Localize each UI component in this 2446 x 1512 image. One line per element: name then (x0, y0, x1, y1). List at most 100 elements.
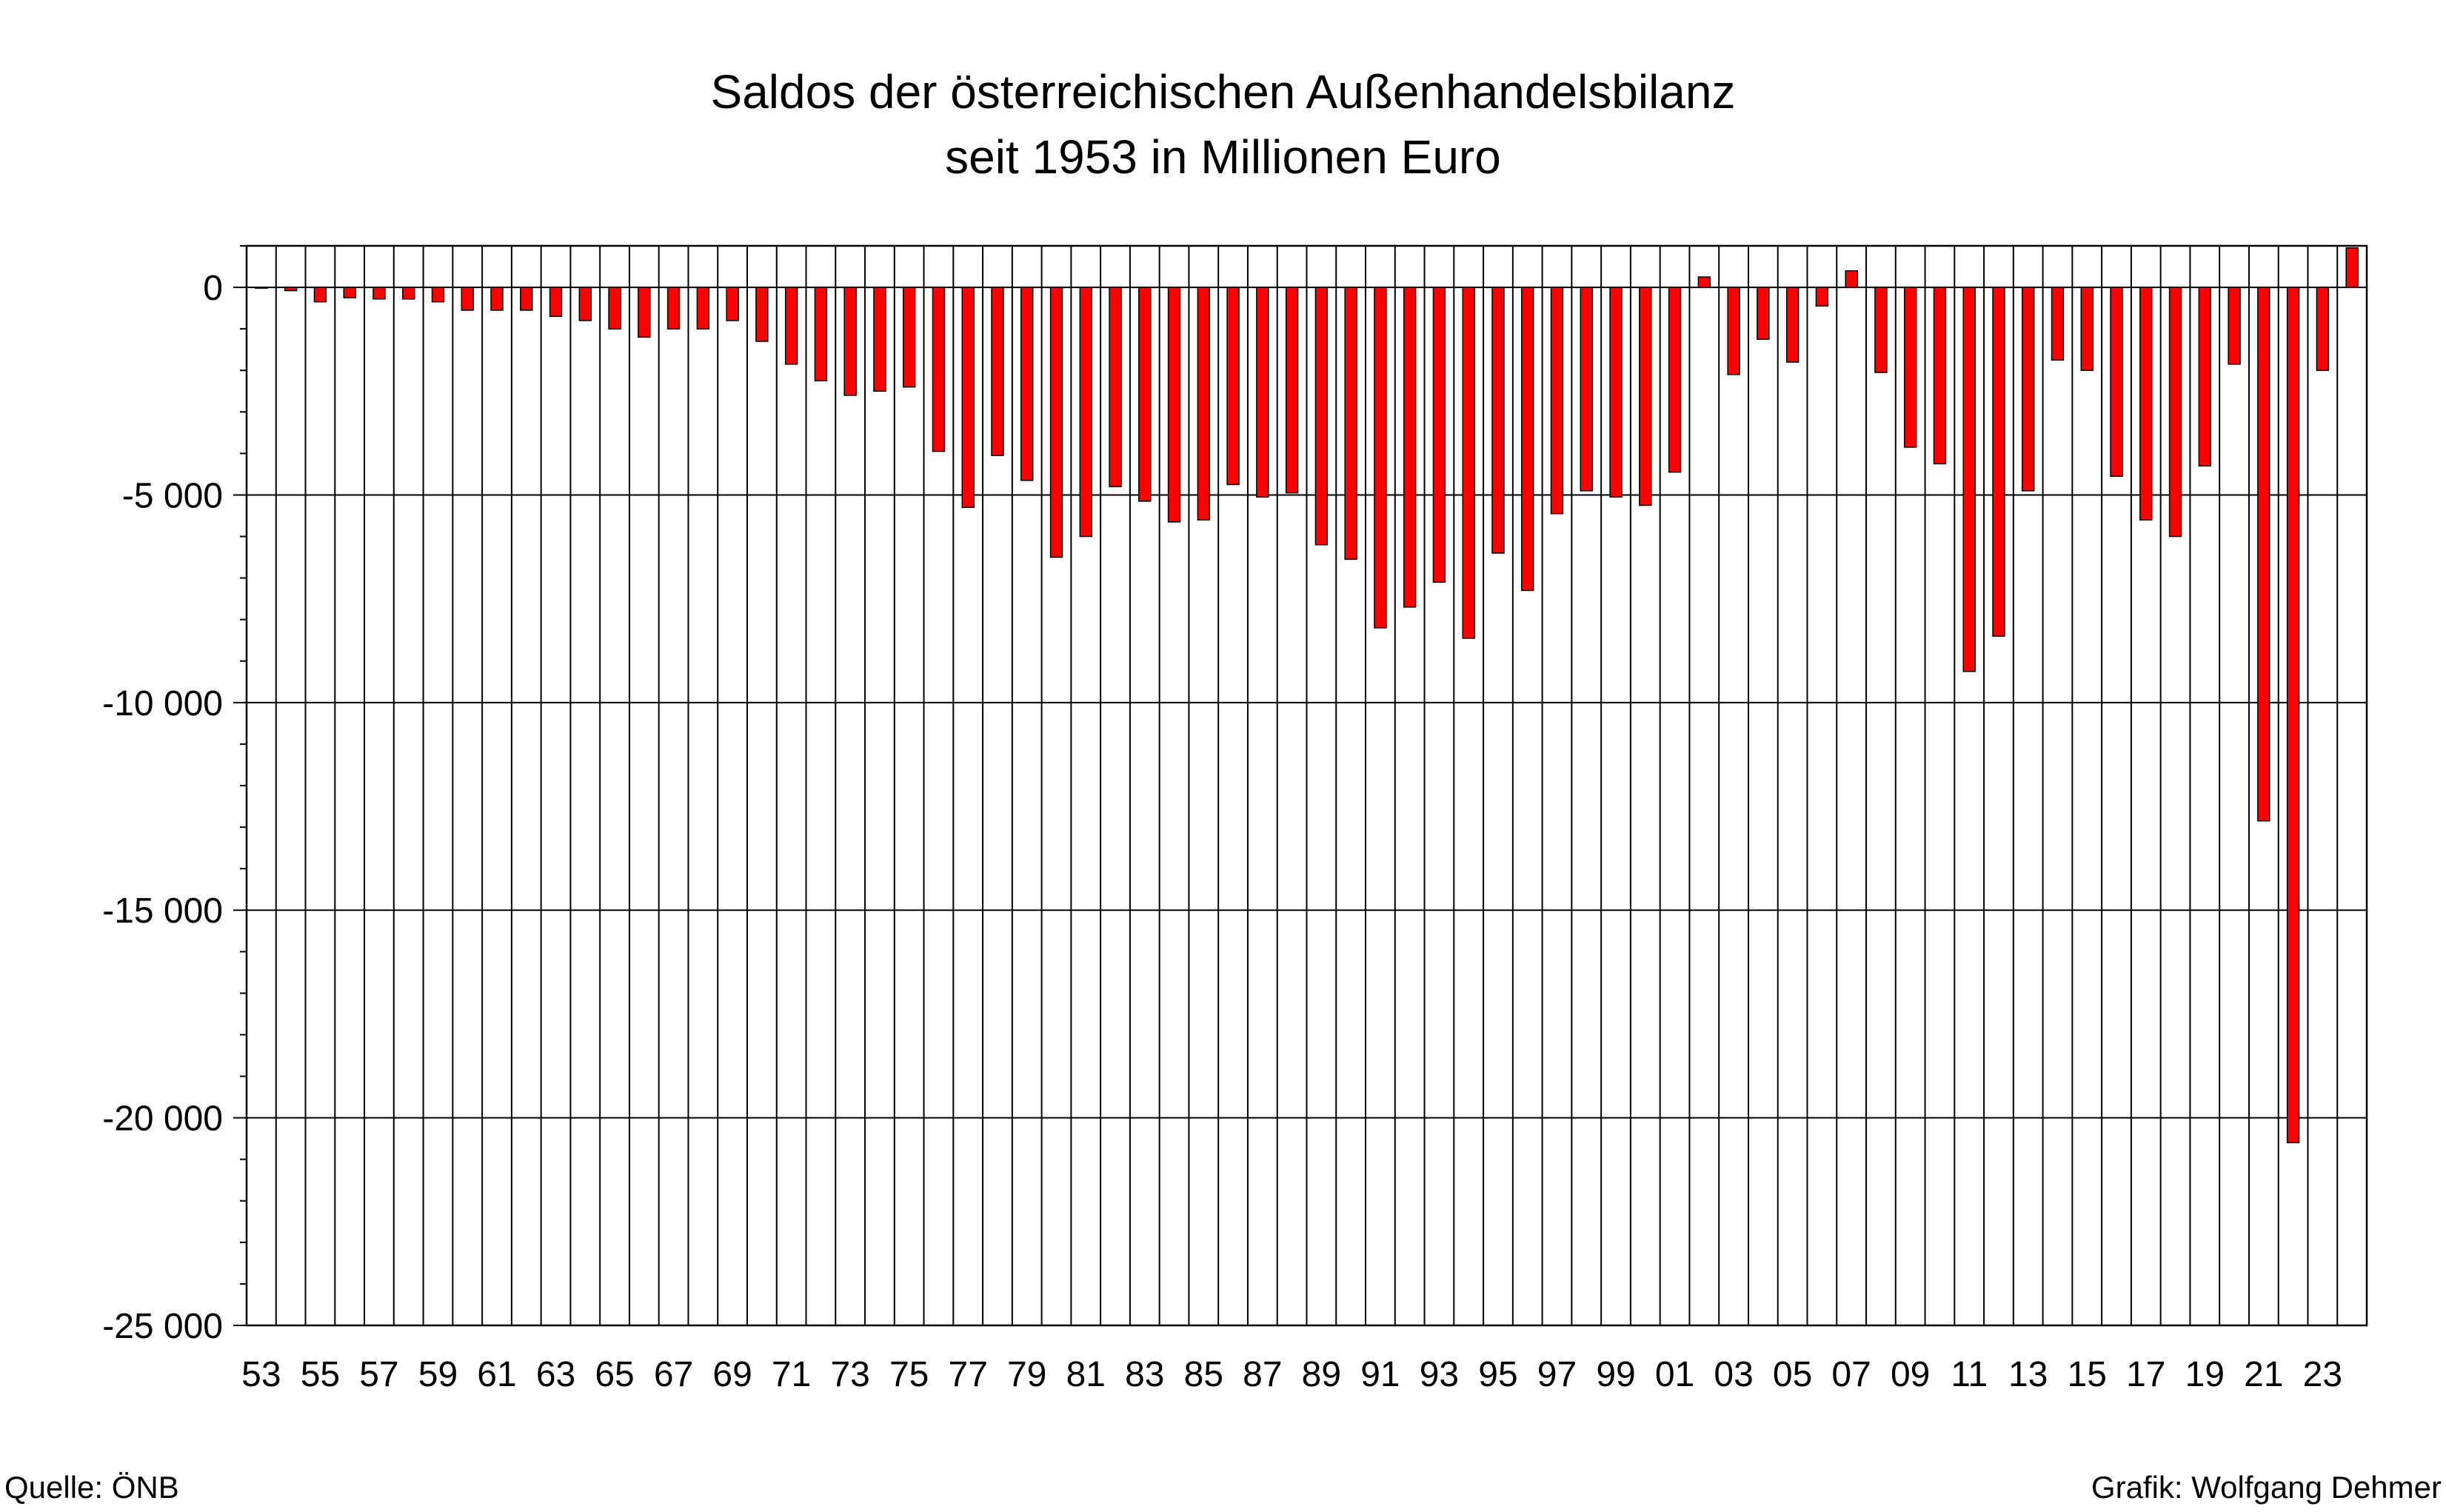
bar-97 (1550, 287, 1564, 515)
bar-08 (1874, 287, 1888, 373)
x-tick-label: 13 (2008, 1355, 2048, 1394)
bar-95 (1491, 287, 1505, 554)
y-tick-label: -5 000 (122, 476, 223, 515)
x-tick-label: 09 (1891, 1355, 1930, 1394)
bar-86 (1226, 287, 1240, 486)
bar-98 (1580, 287, 1593, 492)
bar-89 (1314, 287, 1329, 546)
bar-71 (784, 287, 798, 365)
bar-74 (873, 287, 886, 392)
x-tick-label: 77 (949, 1355, 988, 1394)
bar-61 (490, 287, 504, 311)
bar-66 (638, 287, 651, 338)
x-tick-label: 07 (1831, 1355, 1871, 1394)
x-tick-label: 05 (1773, 1355, 1812, 1394)
x-tick-label: 61 (477, 1355, 516, 1394)
x-tick-label: 73 (830, 1355, 869, 1394)
bar-96 (1521, 287, 1534, 592)
bar-12 (1992, 287, 2005, 637)
bar-69 (726, 287, 739, 321)
x-tick-label: 21 (2244, 1355, 2283, 1394)
x-tick-label: 87 (1243, 1355, 1282, 1394)
x-tick-label: 75 (889, 1355, 929, 1394)
x-tick-label: 15 (2068, 1355, 2107, 1394)
bar-22 (2286, 287, 2300, 1144)
x-tick-label: 19 (2185, 1355, 2225, 1394)
bar-94 (1462, 287, 1475, 639)
bar-20 (2228, 287, 2241, 365)
x-tick-label: 63 (536, 1355, 575, 1394)
x-tick-label: 71 (772, 1355, 811, 1394)
bar-18 (2168, 287, 2182, 538)
x-tick-label: 67 (654, 1355, 693, 1394)
bar-81 (1079, 287, 1092, 538)
bar-82 (1109, 287, 1122, 487)
bar-62 (520, 287, 533, 311)
bar-65 (608, 287, 621, 330)
x-tick-label: 03 (1714, 1355, 1753, 1394)
bar-05 (1785, 287, 1800, 363)
bar-77 (961, 287, 975, 509)
bar-10 (1933, 287, 1947, 465)
bar-13 (2022, 287, 2035, 492)
x-tick-label: 65 (595, 1355, 634, 1394)
bar-17 (2139, 287, 2153, 521)
bar-59 (431, 287, 445, 303)
bar-21 (2257, 287, 2270, 822)
bar-64 (578, 287, 592, 321)
x-tick-label: 99 (1596, 1355, 1635, 1394)
x-tick-label: 55 (301, 1355, 340, 1394)
bar-83 (1138, 287, 1152, 502)
x-tick-label: 17 (2126, 1355, 2165, 1394)
bar-76 (932, 287, 946, 452)
x-tick-label: 59 (418, 1355, 458, 1394)
bar-16 (2110, 287, 2123, 477)
bar-14 (2051, 287, 2065, 361)
bar-19 (2198, 287, 2212, 466)
x-tick-label: 23 (2303, 1355, 2342, 1394)
x-tick-label: 97 (1537, 1355, 1577, 1394)
bar-90 (1344, 287, 1357, 561)
x-tick-label: 85 (1184, 1355, 1223, 1394)
bar-92 (1403, 287, 1417, 608)
bar-93 (1432, 287, 1446, 583)
bar-15 (2080, 287, 2094, 371)
bar-87 (1256, 287, 1269, 498)
bar-99 (1609, 287, 1623, 498)
bar-56 (343, 287, 356, 298)
credit-note: Grafik: Wolfgang Dehmer (2091, 1470, 2442, 1505)
x-tick-label: 89 (1302, 1355, 1341, 1394)
x-tick-label: 53 (241, 1355, 281, 1394)
bar-09 (1903, 287, 1917, 448)
bar-03 (1727, 287, 1740, 375)
bar-58 (401, 287, 415, 300)
x-tick-label: 69 (712, 1355, 752, 1394)
bar-70 (755, 287, 769, 342)
bar-53 (255, 287, 268, 289)
plot-frame (245, 244, 2368, 1327)
bar-79 (1020, 287, 1034, 481)
bar-78 (991, 287, 1004, 456)
y-tick-label: -25 000 (102, 1307, 223, 1346)
bar-60 (461, 287, 474, 311)
x-tick-label: 57 (359, 1355, 398, 1394)
bar-57 (372, 287, 386, 300)
chart-title: Saldos der österreichischen Außenhandels… (710, 65, 1736, 118)
bar-63 (549, 287, 563, 318)
bar-67 (666, 287, 681, 330)
bar-07 (1845, 270, 1858, 288)
bar-75 (902, 287, 916, 388)
x-tick-label: 11 (1951, 1355, 1988, 1394)
y-tick-label: 0 (203, 269, 223, 308)
bar-00 (1639, 287, 1652, 506)
bar-02 (1697, 276, 1711, 288)
bar-88 (1285, 287, 1299, 494)
bar-72 (814, 287, 828, 382)
bar-01 (1668, 287, 1682, 473)
x-tick-label: 81 (1066, 1355, 1106, 1394)
bar-11 (1962, 287, 1976, 672)
source-note: Quelle: ÖNB (4, 1470, 179, 1505)
bar-68 (696, 287, 710, 330)
bar-85 (1197, 287, 1211, 521)
